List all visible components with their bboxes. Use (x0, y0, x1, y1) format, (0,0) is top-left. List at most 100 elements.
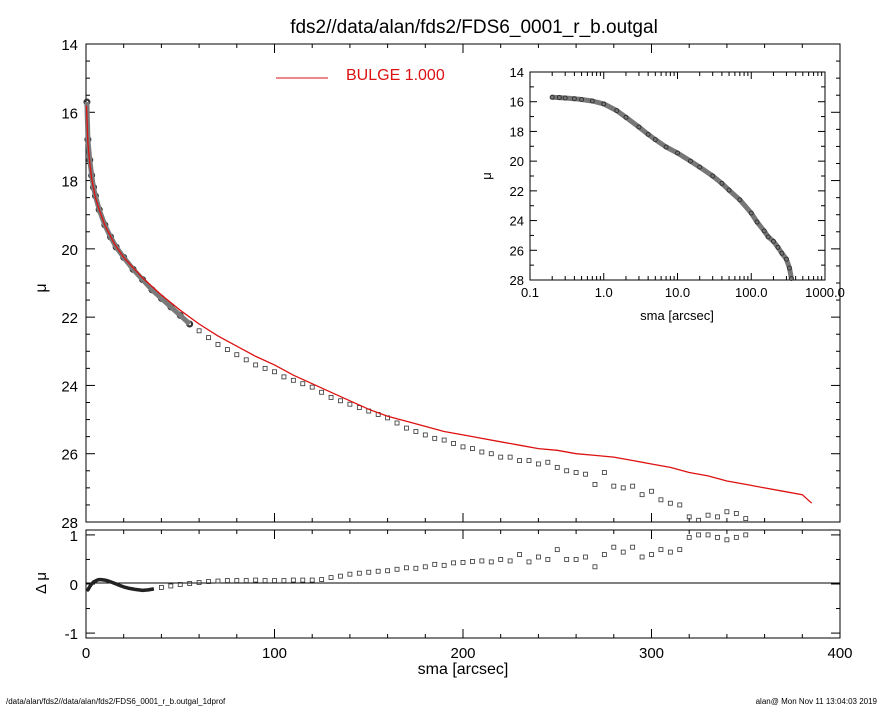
main-y-tick-label: 18 (61, 174, 78, 191)
residual-data-point (686, 534, 692, 540)
inset-data-point (556, 95, 562, 101)
inset-y-tick-label: 16 (510, 95, 524, 110)
main-data-point (715, 514, 720, 520)
inset-x-axis-label: sma [arcsec] (640, 308, 714, 323)
inset-data-point (719, 180, 725, 186)
inset-x-tick-label: 100.0 (735, 285, 768, 300)
inset-data-point (748, 210, 754, 216)
residual-x-tick-label: 200 (450, 645, 475, 662)
residual-data-point (545, 557, 551, 562)
main-data-point (564, 468, 570, 474)
residual-x-tick-label: 300 (639, 645, 664, 662)
inset-data-point (636, 124, 642, 130)
main-data-point (394, 420, 400, 426)
residual-data-point (375, 568, 381, 574)
residual-data-point (347, 571, 353, 577)
inset-data-point (675, 150, 680, 156)
inset-y-tick-label: 14 (510, 65, 524, 80)
main-data-point (451, 441, 456, 446)
main-data-point (677, 502, 683, 508)
inset-data-point (786, 265, 792, 271)
residual-data-point (460, 560, 466, 565)
inset-y-tick-labels: 14 16 18 20 22 24 26 28 (510, 65, 524, 288)
inset-x-tick-label: 1000.0 (805, 285, 845, 300)
main-data-point (234, 352, 240, 358)
main-data-point (554, 464, 560, 470)
residual-y-tick-labels: 1 0 -1 (65, 528, 78, 643)
inset-data-point (761, 228, 767, 234)
residual-data-point (206, 579, 211, 584)
inset-data-point (579, 96, 585, 102)
residual-data-point (441, 562, 447, 568)
inset-x-tick-label: 10.0 (665, 285, 690, 300)
residual-data-point (215, 578, 221, 584)
inset-data-point (765, 234, 771, 240)
residual-data-point (177, 582, 183, 587)
residual-data-point (404, 565, 409, 571)
inset-y-tick-label: 18 (510, 124, 524, 139)
residual-data-point (733, 534, 739, 540)
residual-data-point (630, 544, 636, 550)
main-y-tick-label: 24 (61, 378, 78, 395)
residual-data-point (451, 560, 456, 566)
main-axis-ticks (85, 43, 841, 523)
main-data-point (470, 446, 475, 451)
residual-data-point (724, 537, 730, 543)
main-data-ribbon (84, 101, 192, 326)
residual-data-point (715, 534, 720, 540)
inset-y-tick-label: 20 (510, 154, 524, 169)
residual-data-point (507, 558, 513, 564)
residual-data-point (554, 547, 560, 553)
inset-data-point (614, 108, 620, 114)
main-data-point (667, 500, 673, 506)
main-data-point (319, 389, 325, 395)
residual-data-point (300, 577, 306, 583)
residual-data-point (385, 568, 391, 574)
residual-panel: 10-1 0 100 200 300 400 Δ μ sma [arcsec] (33, 528, 853, 678)
chart-title: fds2//data/alan/fds2/FDS6_0001_r_b.outga… (290, 17, 658, 38)
residual-data-point (601, 552, 607, 557)
inset-y-tick-label: 22 (510, 184, 524, 199)
residual-data-point (677, 547, 683, 553)
residual-data-point (526, 559, 532, 565)
main-data-point (498, 454, 504, 460)
residual-data-point (432, 561, 438, 567)
residual-data-point (262, 578, 268, 583)
residual-data-point (243, 578, 249, 583)
inset-data-point (783, 256, 789, 262)
residual-data-point (667, 549, 673, 555)
main-y-tick-label: 20 (61, 242, 78, 259)
inset-data-point (645, 131, 651, 137)
inset-data-point (697, 164, 703, 170)
residual-data-point (620, 549, 626, 555)
residual-data-point (743, 532, 749, 538)
residual-data-point (583, 554, 588, 560)
residual-axis-ticks (85, 530, 841, 638)
main-y-tick-label: 14 (61, 37, 78, 54)
residual-y-axis-label: Δ μ (33, 572, 50, 594)
main-data-point (215, 342, 221, 347)
main-data-point (686, 514, 692, 520)
main-data-point (290, 377, 296, 383)
inset-data-point (652, 137, 658, 143)
inset-x-tick-labels: 0.1 1.0 10.0 100.0 1000.0 (521, 285, 845, 300)
inset-data-points (549, 94, 794, 282)
residual-data-ribbon (85, 577, 155, 593)
main-data-point (281, 374, 287, 380)
main-data-point (526, 458, 532, 463)
inset-data-point (562, 95, 568, 101)
residual-data-point (338, 573, 343, 579)
residual-data-point (611, 544, 617, 550)
inset-axis-ticks (529, 71, 826, 281)
inset-x-tick-label: 1.0 (595, 285, 613, 300)
residual-data-point (309, 577, 315, 583)
inset-data-point (770, 238, 776, 244)
main-data-point (328, 394, 334, 400)
residual-data-point (649, 552, 654, 557)
inset-data-point (754, 219, 760, 225)
inset-y-axis-label: μ (479, 172, 494, 180)
residual-data-point (328, 575, 334, 581)
main-data-point (517, 458, 522, 463)
main-data-point (639, 492, 645, 498)
residual-data-points (85, 532, 749, 593)
